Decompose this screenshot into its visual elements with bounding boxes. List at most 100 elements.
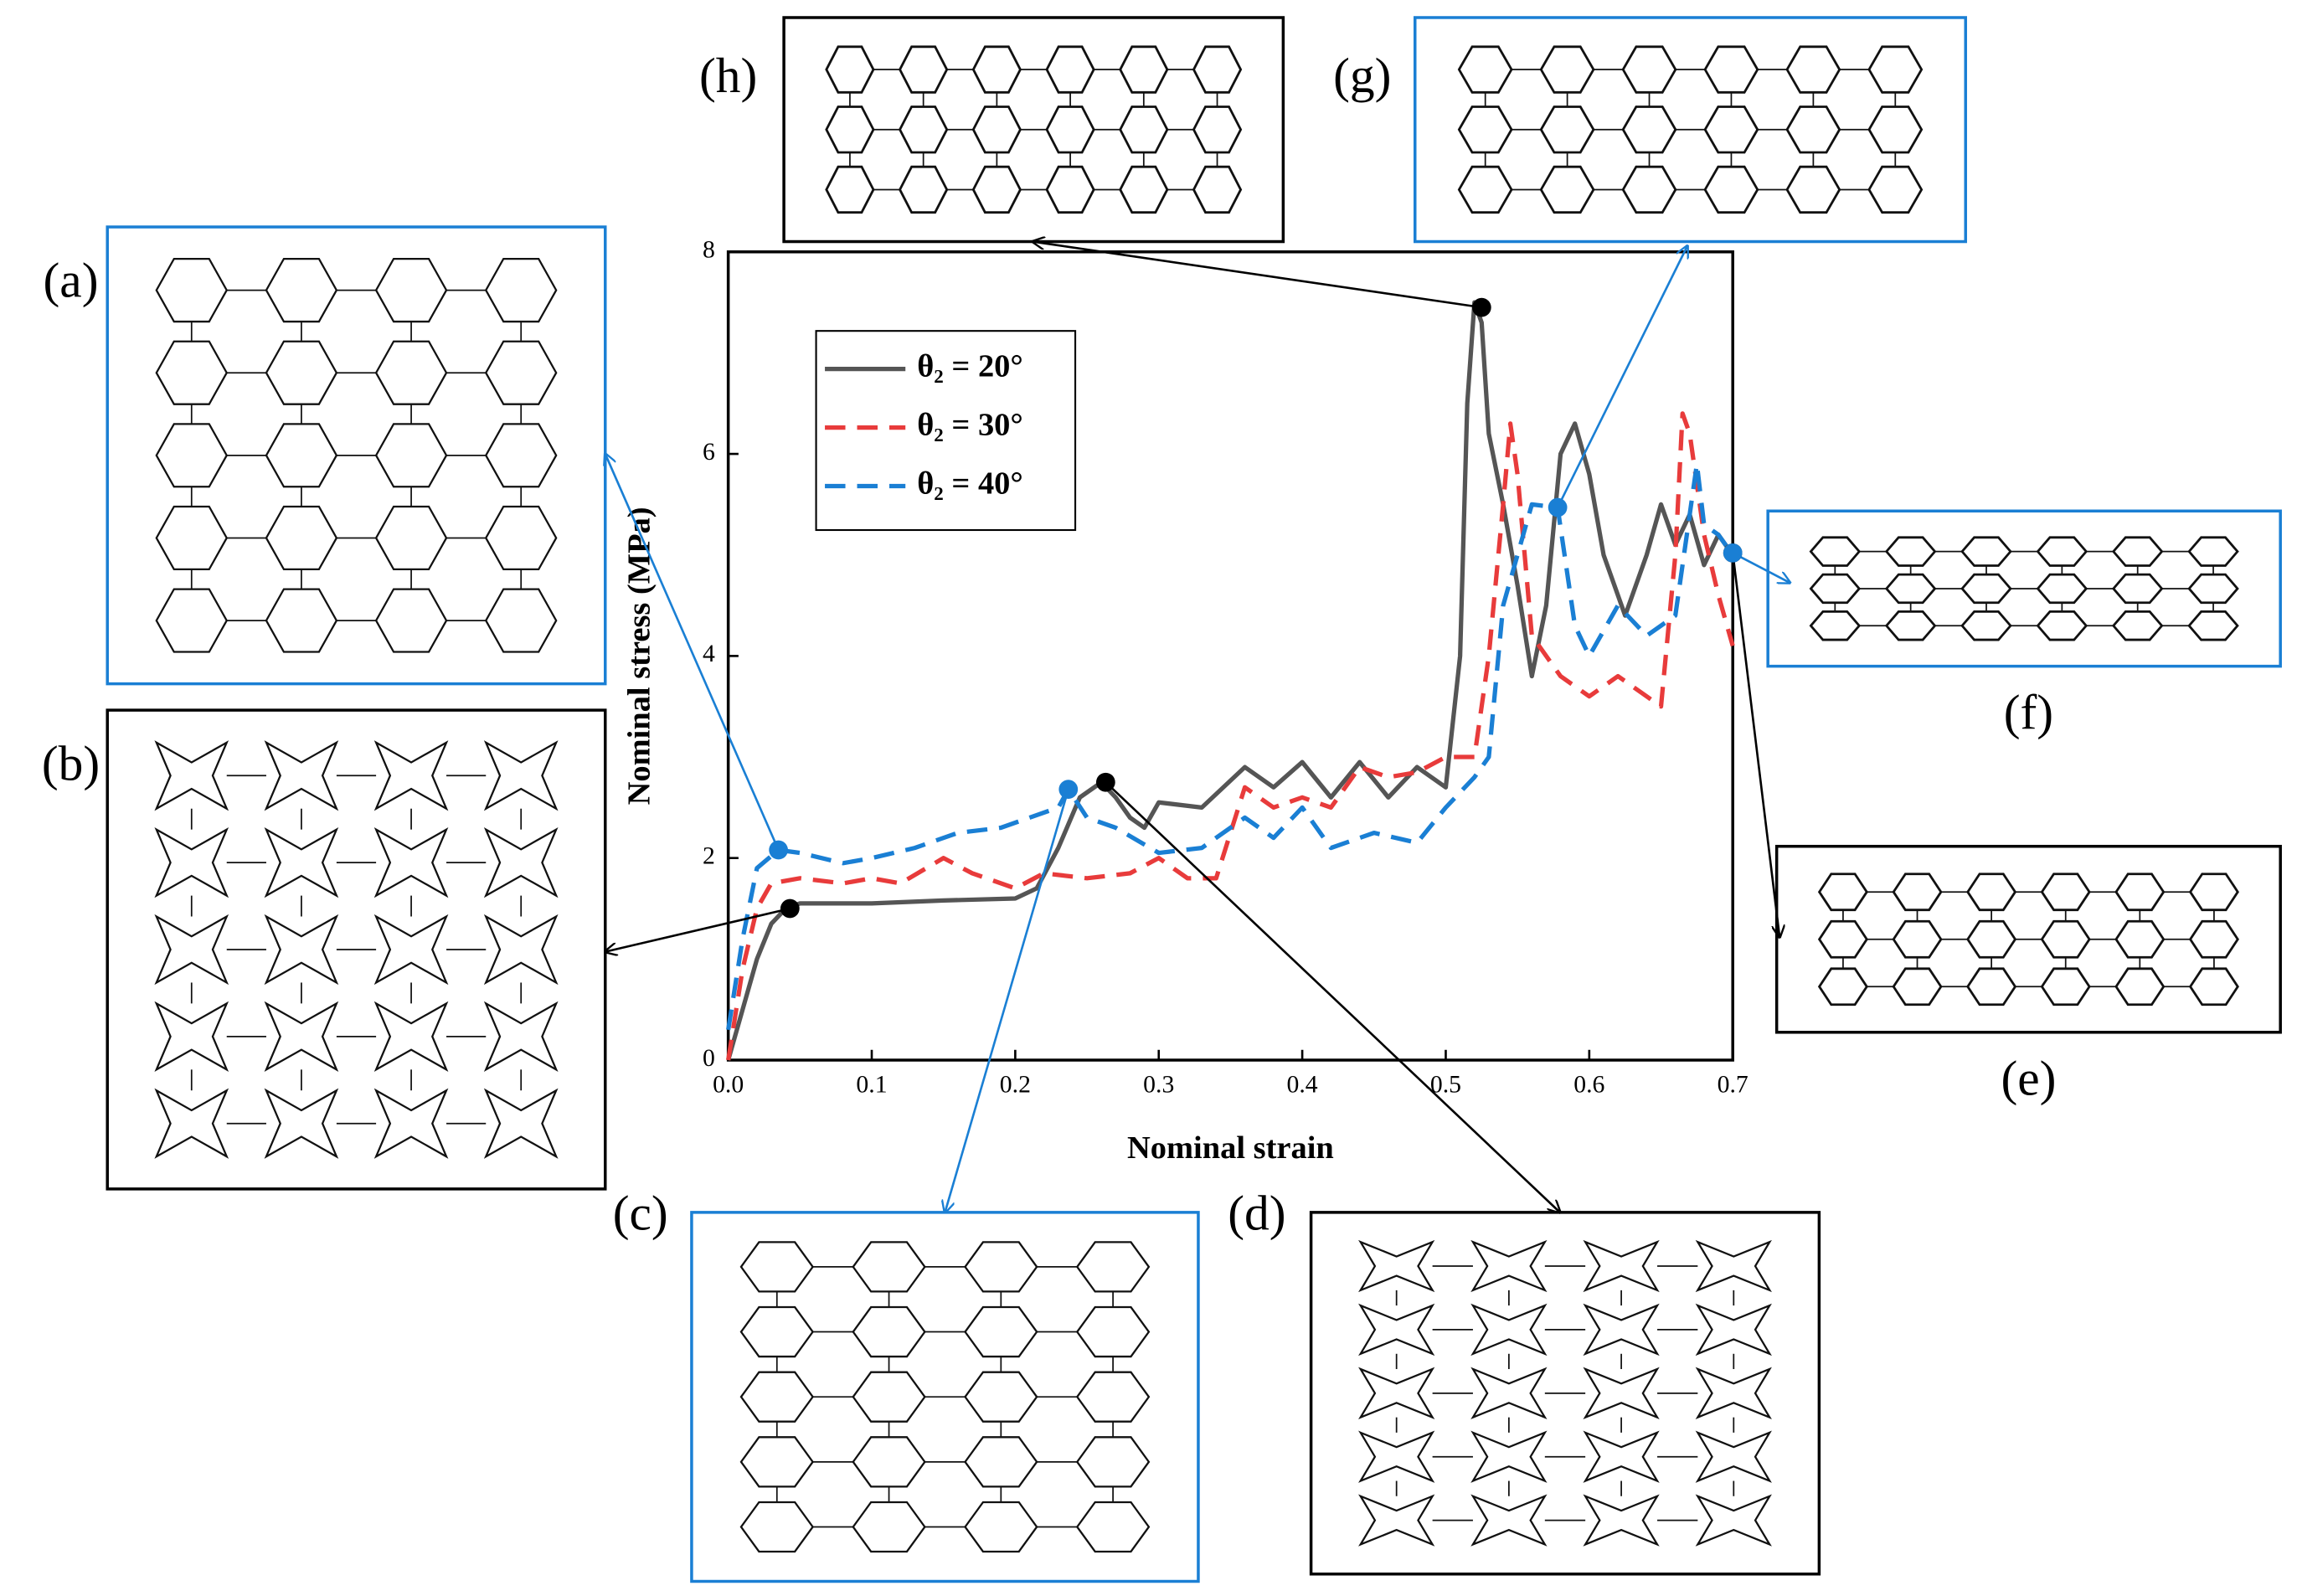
lattice-cell	[265, 257, 338, 323]
lattice-cell	[739, 1501, 814, 1553]
lattice-cell	[1583, 1367, 1660, 1419]
lattice-cell	[1809, 536, 1862, 567]
lattice-cell	[2114, 873, 2166, 912]
lattice-cell	[264, 827, 339, 898]
inset-label: (h)	[699, 48, 757, 103]
lattice-cell	[1583, 1239, 1660, 1293]
lattice-cell	[154, 1088, 229, 1159]
lattice-cell	[899, 106, 949, 154]
lattice-cell	[971, 45, 1022, 94]
annotation-arrow	[605, 454, 780, 851]
inset	[1309, 1211, 1821, 1576]
lattice-cell	[1867, 165, 1924, 214]
lattice-cell	[2114, 967, 2166, 1007]
lattice-cell	[2111, 573, 2164, 605]
x-tick-label: 0.0	[713, 1071, 744, 1098]
lattice-cell	[1621, 106, 1677, 154]
lattice-cell	[1867, 106, 1924, 154]
lattice-cell	[964, 1501, 1038, 1553]
lattice-cell	[2040, 873, 2091, 912]
lattice-cell	[483, 914, 559, 986]
lattice-cell	[265, 505, 338, 571]
lattice-cell	[1695, 1239, 1772, 1293]
lattice-cell	[1703, 45, 1759, 94]
lattice-cell	[964, 1305, 1038, 1358]
legend-box	[815, 330, 1077, 532]
lattice-cell	[852, 1501, 926, 1553]
inset	[782, 16, 1285, 244]
lattice-cell	[265, 340, 338, 405]
lattice-cell	[1960, 573, 2012, 605]
inset-frame	[1766, 509, 2282, 668]
lattice-cell	[265, 423, 338, 488]
lattice-cell	[1358, 1367, 1435, 1419]
lattice-cell	[739, 1371, 814, 1423]
lattice-cell	[1695, 1303, 1772, 1357]
x-tick-label: 0.2	[1000, 1071, 1031, 1098]
lattice-cell	[484, 340, 558, 405]
lattice-cell	[2111, 536, 2164, 567]
lattice-cell	[155, 340, 229, 405]
lattice-cell	[1119, 45, 1169, 94]
lattice-cell	[2036, 536, 2088, 567]
lattice-cell	[1960, 536, 2012, 567]
inset-label: (g)	[1333, 48, 1391, 103]
lattice-cell	[1075, 1371, 1151, 1423]
lattice-cell	[154, 1001, 229, 1072]
annotation-arrow	[1732, 552, 1790, 583]
annotation-arrow	[605, 907, 791, 952]
lattice-cell	[852, 1436, 926, 1488]
lattice-cell	[155, 588, 229, 653]
lattice-cell	[2188, 919, 2239, 959]
lattice-cell	[1892, 873, 1943, 912]
lattice-cell	[484, 423, 558, 488]
lattice-cell	[1470, 1367, 1548, 1419]
lattice-cell	[1045, 106, 1095, 154]
annotation-point	[1723, 543, 1743, 563]
lattice-cell	[1075, 1305, 1151, 1358]
lattice-cell	[971, 165, 1022, 214]
lattice-cell	[1457, 165, 1513, 214]
lattice-cell	[1358, 1494, 1435, 1547]
lattice-cell	[1892, 967, 1943, 1007]
lattice-cell	[825, 106, 875, 154]
lattice-cell	[899, 165, 949, 214]
lattice-cell	[2040, 919, 2091, 959]
lattice-cell	[825, 45, 875, 94]
inset	[106, 708, 607, 1191]
lattice-cell	[374, 423, 448, 488]
lattice-cell	[1583, 1303, 1660, 1357]
lattice-cell	[1817, 919, 1868, 959]
lattice-cell	[1809, 610, 1862, 641]
lattice-cell	[264, 1001, 339, 1072]
lattice-cell	[1119, 106, 1169, 154]
lattice-cell	[265, 588, 338, 653]
x-tick-label: 0.6	[1573, 1071, 1604, 1098]
lattice-cell	[825, 165, 875, 214]
series-line	[726, 461, 1735, 1031]
lattice-cell	[1892, 919, 1943, 959]
lattice-cell	[739, 1241, 814, 1293]
inset	[690, 1211, 1200, 1583]
lattice-cell	[1785, 165, 1841, 214]
lattice-cell	[1119, 165, 1169, 214]
legend-label: θ₂ = 20°	[917, 348, 1023, 384]
lattice-cell	[2040, 967, 2091, 1007]
lattice-cell	[1192, 45, 1243, 94]
lattice-cell	[1621, 165, 1677, 214]
lattice-cell	[484, 588, 558, 653]
lattice-cell	[1470, 1239, 1548, 1293]
lattice-cell	[1358, 1430, 1435, 1483]
inset-label: (d)	[1228, 1185, 1285, 1240]
lattice-cell	[852, 1305, 926, 1358]
annotation-arrow	[945, 789, 1070, 1212]
lattice-cell	[374, 588, 448, 653]
x-axis-label: Nominal strain	[1127, 1130, 1334, 1166]
lattice-cell	[1809, 573, 1862, 605]
lattice-cell	[2111, 610, 2164, 641]
lattice-cell	[852, 1371, 926, 1423]
y-axis-label: Nominal stress (MPa)	[621, 507, 657, 805]
lattice-cell	[852, 1241, 926, 1293]
lattice-cell	[155, 505, 229, 571]
series-line	[726, 411, 1735, 1061]
